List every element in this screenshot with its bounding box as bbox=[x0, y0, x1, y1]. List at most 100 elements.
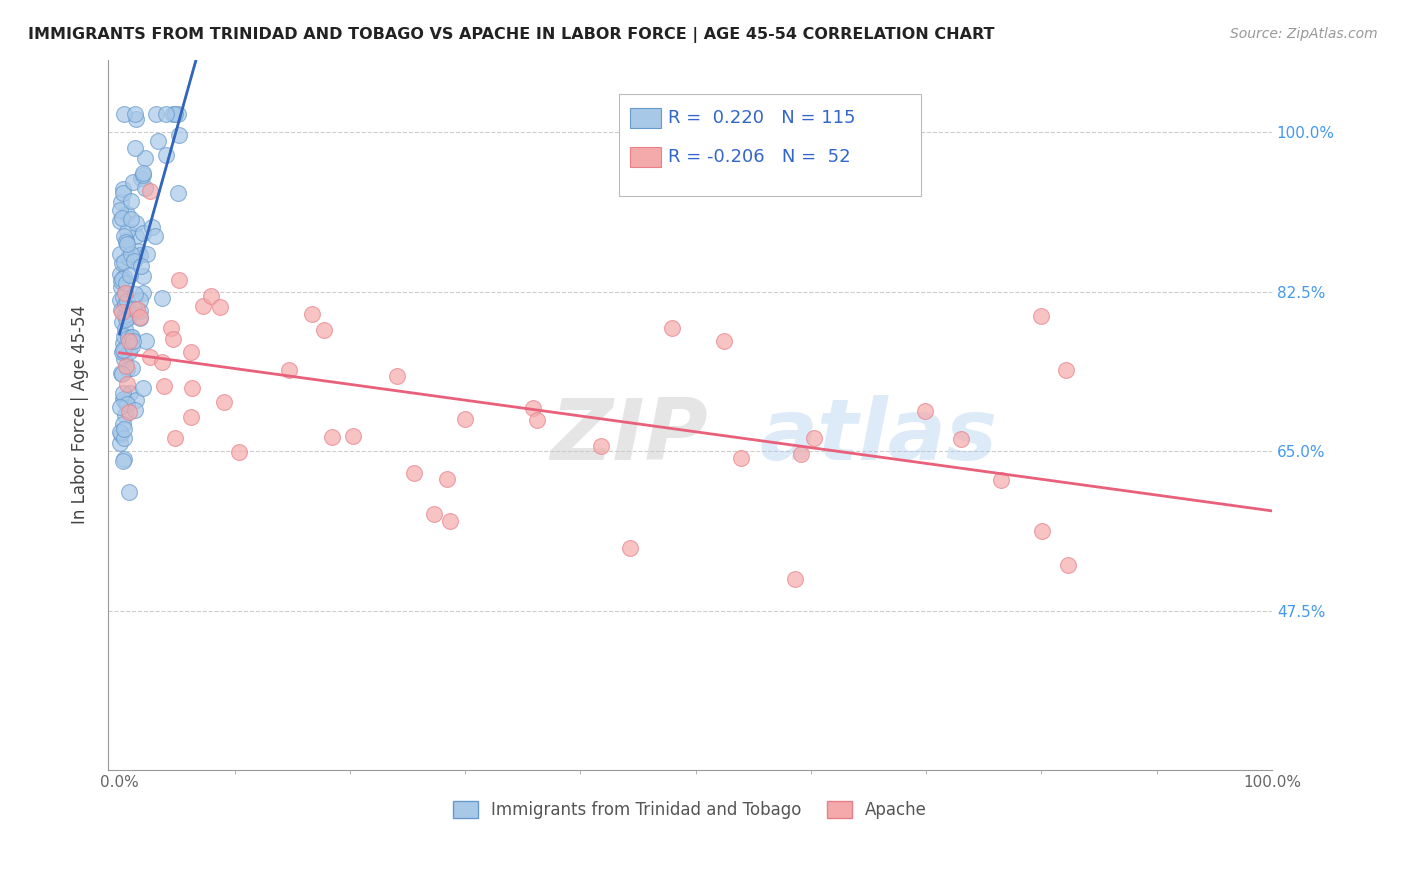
Text: Source: ZipAtlas.com: Source: ZipAtlas.com bbox=[1230, 27, 1378, 41]
Point bbox=[131, 285, 153, 300]
Point bbox=[124, 253, 146, 268]
Point bbox=[118, 268, 141, 282]
Point bbox=[114, 297, 136, 311]
Point bbox=[385, 369, 408, 384]
Text: atlas: atlas bbox=[759, 394, 998, 477]
Text: R =  0.220   N = 115: R = 0.220 N = 115 bbox=[668, 109, 855, 127]
Point bbox=[112, 255, 135, 269]
Point bbox=[112, 343, 135, 358]
Point bbox=[108, 293, 131, 307]
Point bbox=[121, 330, 143, 344]
Point bbox=[115, 233, 138, 247]
Point bbox=[112, 343, 135, 358]
Point bbox=[129, 171, 152, 186]
Point bbox=[124, 140, 146, 154]
Point bbox=[730, 450, 752, 465]
Point bbox=[135, 334, 157, 349]
Point bbox=[121, 361, 143, 376]
Point bbox=[111, 386, 134, 401]
Point bbox=[1031, 524, 1053, 538]
Point bbox=[108, 214, 131, 228]
Point bbox=[436, 473, 458, 487]
Point bbox=[278, 362, 301, 376]
Point bbox=[111, 305, 134, 319]
Point bbox=[111, 255, 134, 269]
Point bbox=[125, 216, 148, 230]
Point bbox=[112, 452, 135, 467]
Point bbox=[118, 307, 141, 321]
Point bbox=[111, 392, 134, 406]
Point bbox=[153, 378, 176, 392]
Point bbox=[122, 301, 145, 316]
Point bbox=[439, 514, 461, 528]
Point bbox=[129, 293, 152, 307]
Point bbox=[141, 220, 163, 235]
Point bbox=[127, 244, 149, 258]
Point bbox=[145, 107, 167, 121]
Point bbox=[111, 336, 134, 351]
Point bbox=[342, 428, 364, 442]
Point bbox=[111, 290, 134, 304]
Point bbox=[110, 366, 132, 380]
Point bbox=[108, 267, 131, 281]
Point bbox=[115, 223, 138, 237]
Point bbox=[111, 344, 134, 359]
Point bbox=[914, 404, 936, 418]
Point bbox=[129, 310, 152, 324]
Point bbox=[114, 409, 136, 423]
Point bbox=[108, 246, 131, 260]
Text: R = -0.206   N =  52: R = -0.206 N = 52 bbox=[668, 148, 851, 166]
Point bbox=[423, 507, 446, 521]
Point bbox=[121, 338, 143, 352]
Point bbox=[132, 166, 155, 180]
Point bbox=[160, 320, 183, 334]
Point bbox=[110, 194, 132, 209]
Point bbox=[790, 447, 813, 461]
Point bbox=[131, 226, 153, 240]
Point bbox=[114, 321, 136, 335]
Point bbox=[114, 312, 136, 326]
Point bbox=[150, 355, 173, 369]
Point bbox=[454, 412, 477, 426]
Point bbox=[1029, 310, 1052, 324]
Point bbox=[117, 362, 139, 376]
Point bbox=[114, 285, 136, 299]
Point bbox=[125, 392, 148, 407]
Point bbox=[111, 315, 134, 329]
Point bbox=[110, 274, 132, 288]
Point bbox=[117, 251, 139, 265]
Point bbox=[118, 485, 141, 500]
Point bbox=[167, 107, 190, 121]
Point bbox=[181, 382, 204, 396]
Point bbox=[180, 345, 202, 359]
Point bbox=[129, 260, 152, 274]
Point bbox=[112, 454, 135, 468]
Point bbox=[163, 431, 186, 445]
Legend: Immigrants from Trinidad and Tobago, Apache: Immigrants from Trinidad and Tobago, Apa… bbox=[446, 794, 934, 826]
Point bbox=[128, 248, 150, 262]
Point bbox=[111, 271, 134, 285]
Point bbox=[110, 427, 132, 442]
Point bbox=[117, 250, 139, 264]
Point bbox=[108, 202, 131, 217]
Point bbox=[108, 436, 131, 450]
Point bbox=[120, 330, 142, 344]
Y-axis label: In Labor Force | Age 45-54: In Labor Force | Age 45-54 bbox=[72, 305, 89, 524]
Point bbox=[112, 422, 135, 436]
Point bbox=[150, 291, 173, 305]
Point bbox=[132, 381, 155, 395]
Point bbox=[713, 334, 735, 348]
Point bbox=[155, 107, 177, 121]
Point bbox=[589, 439, 612, 453]
Point bbox=[114, 286, 136, 301]
Point bbox=[526, 413, 548, 427]
Point bbox=[125, 229, 148, 244]
Point bbox=[146, 134, 169, 148]
Point bbox=[112, 269, 135, 284]
Point bbox=[112, 351, 135, 366]
Point bbox=[124, 402, 146, 417]
Point bbox=[118, 386, 141, 401]
Point bbox=[111, 211, 134, 226]
Point bbox=[115, 237, 138, 252]
Point bbox=[112, 417, 135, 431]
